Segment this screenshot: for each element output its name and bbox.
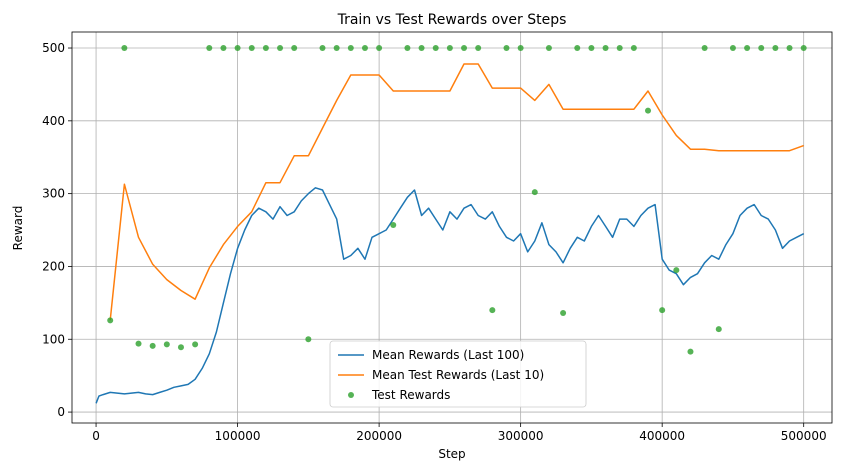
legend-swatch-2 — [348, 392, 354, 398]
test-reward-point — [729, 45, 736, 52]
test-reward-point — [461, 45, 468, 52]
test-reward-point — [602, 45, 609, 52]
test-reward-point — [347, 45, 354, 52]
test-reward-point — [135, 340, 142, 347]
y-tick-label: 500 — [42, 41, 65, 55]
test-reward-point — [177, 344, 184, 351]
x-tick-label: 300000 — [498, 429, 544, 443]
test-reward-point — [560, 310, 567, 317]
y-axis-label: Reward — [11, 206, 25, 251]
x-tick-label: 100000 — [215, 429, 261, 443]
test-reward-point — [744, 45, 751, 52]
test-reward-point — [149, 342, 156, 349]
test-reward-point — [701, 45, 708, 52]
test-reward-point — [630, 45, 637, 52]
test-reward-point — [361, 45, 368, 52]
test-reward-point — [262, 45, 269, 52]
test-reward-point — [418, 45, 425, 52]
test-reward-point — [107, 317, 114, 324]
test-reward-point — [715, 326, 722, 333]
test-reward-point — [489, 307, 496, 314]
test-reward-point — [758, 45, 765, 52]
test-reward-point — [319, 45, 326, 52]
x-axis-label: Step — [438, 447, 465, 461]
legend-label-2: Test Rewards — [371, 388, 450, 402]
test-reward-point — [503, 45, 510, 52]
test-reward-point — [432, 45, 439, 52]
test-reward-point — [390, 221, 397, 228]
test-reward-point — [121, 45, 128, 52]
test-reward-point — [192, 341, 199, 348]
test-reward-point — [786, 45, 793, 52]
legend-label-1: Mean Test Rewards (Last 10) — [372, 368, 544, 382]
series-line-1 — [109, 63, 804, 321]
test-reward-point — [616, 45, 623, 52]
test-reward-point — [772, 45, 779, 52]
y-tick-label: 200 — [42, 259, 65, 273]
test-reward-point — [234, 45, 241, 52]
legend: Mean Rewards (Last 100) Mean Test Rewards… — [329, 340, 587, 408]
legend-box — [329, 340, 587, 408]
plot-frame — [71, 31, 833, 424]
test-reward-point — [475, 45, 482, 52]
test-reward-point — [531, 189, 538, 196]
y-tick-label: 0 — [57, 405, 65, 419]
test-reward-point — [574, 45, 581, 52]
x-tick-label: 200000 — [356, 429, 402, 443]
test-reward-point — [800, 45, 807, 52]
test-reward-point — [446, 45, 453, 52]
test-reward-point — [291, 45, 298, 52]
test-reward-point — [163, 341, 170, 348]
test-reward-point — [277, 45, 284, 52]
chart-title: Train vs Test Rewards over Steps — [337, 12, 567, 28]
tick-layer: 0 100000 200000 300000 400000 500000 0 100 200 30… — [42, 41, 827, 443]
y-tick-label: 400 — [42, 114, 65, 128]
test-reward-point — [659, 307, 666, 314]
series-layer — [95, 45, 807, 404]
test-reward-point — [376, 45, 383, 52]
test-reward-point — [517, 45, 524, 52]
test-reward-point — [687, 348, 694, 355]
test-reward-point — [206, 45, 213, 52]
x-tick-label: 0 — [92, 429, 100, 443]
test-reward-point — [545, 45, 552, 52]
x-tick-label: 500000 — [781, 429, 827, 443]
test-reward-point — [645, 107, 652, 114]
test-reward-point — [404, 45, 411, 52]
test-reward-point — [305, 336, 312, 343]
y-tick-label: 300 — [42, 187, 65, 201]
test-reward-point — [673, 267, 680, 274]
test-reward-point — [588, 45, 595, 52]
test-reward-point — [220, 45, 227, 52]
legend-label-0: Mean Rewards (Last 100) — [372, 348, 524, 362]
grid-layer — [72, 32, 832, 423]
x-tick-label: 400000 — [639, 429, 685, 443]
test-reward-point — [333, 45, 340, 52]
series-line-0 — [95, 187, 805, 404]
test-reward-point — [248, 45, 255, 52]
y-tick-label: 100 — [42, 332, 65, 346]
